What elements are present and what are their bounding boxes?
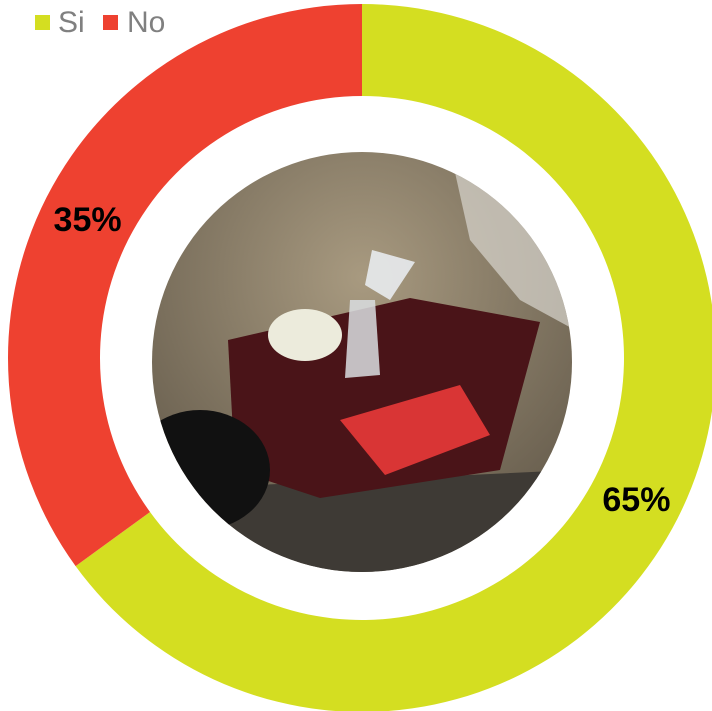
legend-label: Si	[58, 6, 85, 39]
legend-swatch	[103, 15, 118, 30]
value-label: 35%	[54, 201, 122, 239]
center-photo	[152, 152, 572, 572]
legend-swatch	[35, 15, 50, 30]
donut-slice	[8, 4, 362, 567]
value-label: 65%	[602, 481, 670, 519]
legend-label: No	[127, 6, 165, 39]
donut	[8, 4, 712, 711]
